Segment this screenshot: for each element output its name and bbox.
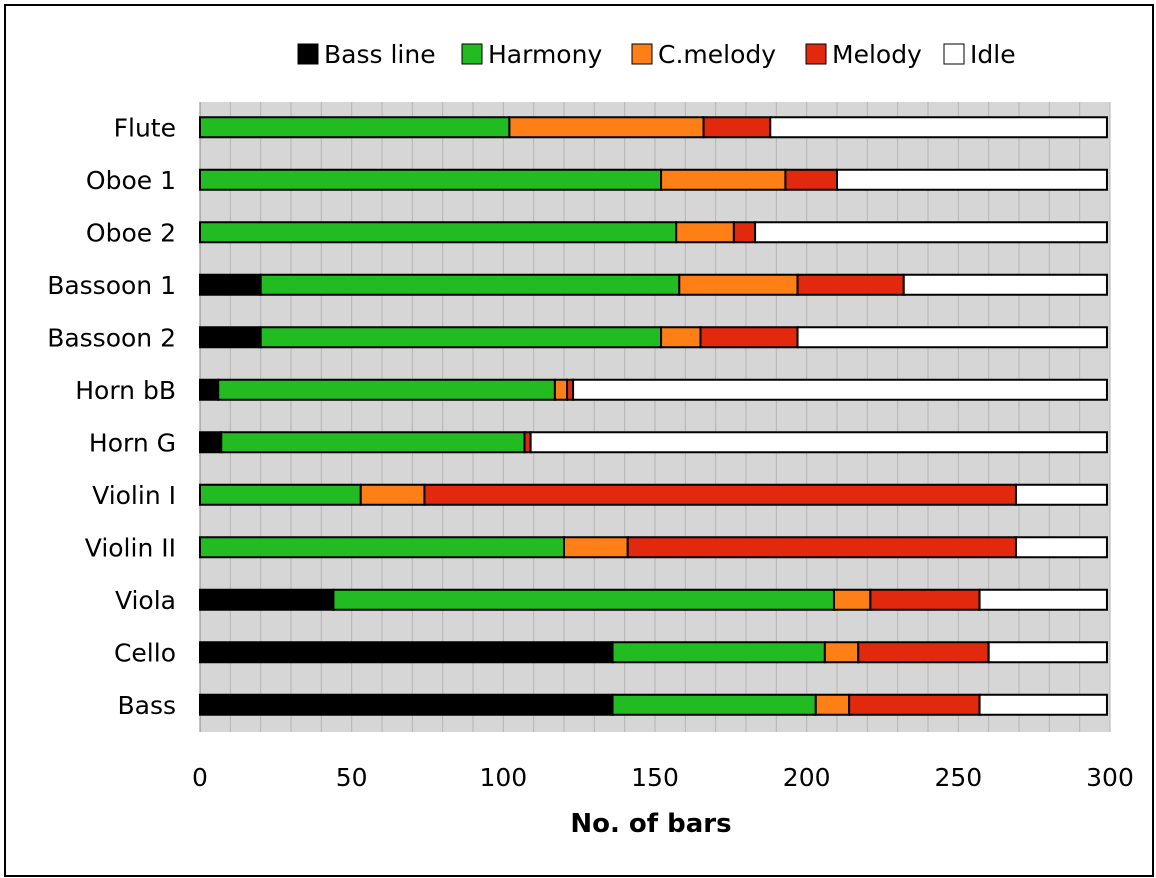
bar-c-melody-violin-i bbox=[359, 483, 426, 506]
legend-label: Idle bbox=[970, 40, 1016, 69]
category-label: Oboe 2 bbox=[86, 218, 176, 247]
bar-c-melody-oboe-1 bbox=[660, 168, 787, 191]
x-axis-label: No. of bars bbox=[570, 809, 731, 839]
bar-harmony-violin-i bbox=[199, 483, 362, 506]
bar-c-melody-viola bbox=[832, 588, 872, 611]
bar-harmony-bassoon-1 bbox=[259, 273, 681, 296]
bar-c-melody-flute bbox=[508, 116, 705, 139]
bar-idle-horn-bb bbox=[572, 378, 1108, 401]
category-label: Cello bbox=[114, 638, 176, 667]
category-label: Bass bbox=[117, 691, 176, 720]
legend-label: Harmony bbox=[488, 40, 602, 69]
bar-melody-violin-ii bbox=[626, 536, 1017, 559]
bar-idle-flute bbox=[769, 116, 1108, 139]
bar-idle-bassoon-1 bbox=[902, 273, 1108, 296]
legend-swatch-idle bbox=[943, 43, 965, 65]
bar-idle-viola bbox=[978, 588, 1108, 611]
bar-bass-line-cello bbox=[199, 641, 614, 664]
bar-melody-viola bbox=[869, 588, 981, 611]
category-label: Oboe 1 bbox=[86, 166, 176, 195]
category-label: Bassoon 1 bbox=[47, 271, 176, 300]
bar-bass-line-bass bbox=[199, 693, 614, 716]
bar-melody-violin-i bbox=[423, 483, 1017, 506]
category-label: Viola bbox=[115, 586, 176, 615]
x-tick-label: 250 bbox=[934, 763, 982, 792]
category-label: Horn bB bbox=[75, 376, 176, 405]
bar-bass-line-bassoon-2 bbox=[199, 326, 262, 349]
bar-idle-bassoon-2 bbox=[796, 326, 1108, 349]
bar-melody-bassoon-1 bbox=[796, 273, 905, 296]
x-tick-label: 150 bbox=[631, 763, 679, 792]
bar-c-melody-cello bbox=[823, 641, 860, 664]
bar-melody-oboe-1 bbox=[784, 168, 839, 191]
bar-harmony-oboe-2 bbox=[199, 221, 678, 244]
bar-bass-line-horn-bb bbox=[199, 378, 220, 401]
bar-melody-bassoon-2 bbox=[699, 326, 799, 349]
bar-idle-cello bbox=[987, 641, 1108, 664]
legend-label: C.melody bbox=[658, 40, 776, 69]
bar-melody-oboe-2 bbox=[732, 221, 757, 244]
bar-harmony-horn-bb bbox=[217, 378, 556, 401]
bar-c-melody-bass bbox=[814, 693, 851, 716]
bar-harmony-bassoon-2 bbox=[259, 326, 663, 349]
category-label: Bassoon 2 bbox=[47, 323, 176, 352]
bar-melody-flute bbox=[702, 116, 772, 139]
legend-label: Melody bbox=[832, 40, 922, 69]
bar-harmony-cello bbox=[611, 641, 826, 664]
bar-bass-line-horn-g bbox=[199, 431, 223, 454]
bar-c-melody-oboe-2 bbox=[675, 221, 735, 244]
bar-idle-violin-ii bbox=[1014, 536, 1108, 559]
x-tick-label: 0 bbox=[192, 763, 208, 792]
legend-swatch-c-melody bbox=[631, 43, 653, 65]
bar-idle-oboe-1 bbox=[836, 168, 1108, 191]
x-tick-label: 300 bbox=[1086, 763, 1134, 792]
bar-bass-line-bassoon-1 bbox=[199, 273, 262, 296]
bar-bass-line-viola bbox=[199, 588, 335, 611]
category-label: Flute bbox=[114, 113, 176, 142]
bar-idle-violin-i bbox=[1014, 483, 1108, 506]
bar-c-melody-bassoon-1 bbox=[678, 273, 799, 296]
legend-swatch-harmony bbox=[461, 43, 483, 65]
x-tick-label: 50 bbox=[336, 763, 368, 792]
bar-melody-cello bbox=[857, 641, 990, 664]
bar-c-melody-horn-bb bbox=[553, 378, 569, 401]
legend-label: Bass line bbox=[324, 40, 436, 69]
bar-idle-oboe-2 bbox=[754, 221, 1108, 244]
legend-swatch-melody bbox=[805, 43, 827, 65]
category-label: Violin II bbox=[85, 533, 176, 562]
bar-melody-bass bbox=[848, 693, 981, 716]
bar-harmony-viola bbox=[332, 588, 835, 611]
category-label: Violin I bbox=[92, 481, 176, 510]
category-label: Horn G bbox=[89, 428, 176, 457]
legend-swatch-bass-line bbox=[297, 43, 319, 65]
bar-c-melody-violin-ii bbox=[563, 536, 629, 559]
bar-harmony-flute bbox=[199, 116, 511, 139]
bar-harmony-violin-ii bbox=[199, 536, 565, 559]
bar-idle-bass bbox=[978, 693, 1108, 716]
bar-harmony-oboe-1 bbox=[199, 168, 663, 191]
bar-harmony-horn-g bbox=[220, 431, 526, 454]
bar-harmony-bass bbox=[611, 693, 817, 716]
x-tick-label: 100 bbox=[479, 763, 527, 792]
bar-idle-horn-g bbox=[529, 431, 1108, 454]
bar-c-melody-bassoon-2 bbox=[660, 326, 702, 349]
x-tick-label: 200 bbox=[783, 763, 831, 792]
